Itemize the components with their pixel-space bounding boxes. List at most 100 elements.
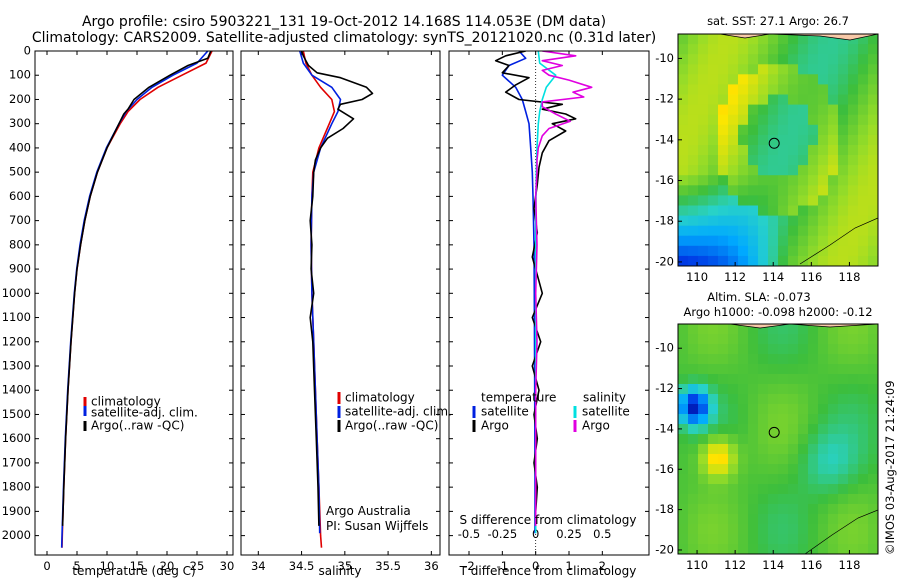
heatmap-cell <box>778 454 789 465</box>
heatmap-cell <box>758 424 769 435</box>
heatmap-cell <box>818 84 829 96</box>
lat-tick-label: -16 <box>655 173 674 187</box>
heatmap-cell <box>718 84 729 96</box>
heatmap-cell <box>818 245 829 257</box>
heatmap-cell <box>868 134 878 146</box>
heatmap-cell <box>748 404 759 415</box>
heatmap-cell <box>758 484 769 495</box>
heatmap-cell <box>708 534 719 545</box>
heatmap-cell <box>718 534 729 545</box>
heatmap-cell <box>848 404 859 415</box>
heatmap-cell <box>688 165 699 176</box>
heatmap-cell <box>828 104 839 116</box>
depth-tick-label: 0 <box>24 44 31 58</box>
heatmap-cell <box>678 454 689 465</box>
heatmap-cell <box>718 504 729 515</box>
heatmap-cell <box>828 334 839 345</box>
heatmap-cell <box>698 524 709 535</box>
heatmap-cell <box>778 544 789 554</box>
difference-legend: temperature satellite Argo salinity sate… <box>472 391 630 433</box>
heatmap-cell <box>838 245 849 257</box>
heatmap-cell <box>768 474 779 485</box>
x-tick-label: 15 <box>130 559 145 573</box>
heatmap-cell <box>788 384 799 395</box>
heatmap-cell <box>838 414 849 425</box>
heatmap-cell <box>778 114 789 126</box>
heatmap-cell <box>818 235 829 247</box>
heatmap-cell <box>708 134 719 146</box>
series-argo-raw-qc- <box>300 51 374 526</box>
heatmap-cell <box>758 155 769 166</box>
heatmap-cell <box>768 245 779 257</box>
heatmap-cell <box>808 424 819 435</box>
heatmap-cell <box>718 424 729 435</box>
heatmap-cell <box>868 235 878 247</box>
heatmap-cell <box>818 44 829 55</box>
heatmap-cell <box>818 34 829 45</box>
heatmap-cell <box>698 414 709 425</box>
heatmap-cell <box>778 44 789 55</box>
heatmap-cell <box>868 175 878 186</box>
heatmap-cell <box>868 394 878 405</box>
heatmap-cell <box>758 44 769 55</box>
heatmap-cell <box>778 404 789 415</box>
heatmap-cell <box>688 514 699 525</box>
temperature-panel: 0100200300400500600700800900100011001200… <box>2 44 235 579</box>
heatmap-cell <box>748 424 759 435</box>
heatmap-cell <box>688 354 699 365</box>
heatmap-cell <box>678 404 689 415</box>
heatmap-cell <box>768 344 779 355</box>
heatmap-cell <box>768 94 779 106</box>
heatmap-cell <box>738 215 749 227</box>
heatmap-cell <box>738 394 749 405</box>
heatmap-cell <box>828 394 839 405</box>
heatmap-cell <box>868 454 878 465</box>
heatmap-cell <box>868 84 878 96</box>
heatmap-cell <box>718 175 729 186</box>
heatmap-cell <box>798 165 809 176</box>
x-tick-label: 0 <box>532 559 539 573</box>
heatmap-cell <box>768 84 779 96</box>
heatmap-cell <box>688 44 699 55</box>
heatmap-cell <box>728 225 739 237</box>
heatmap-cell <box>868 354 878 365</box>
heatmap-cell <box>808 155 819 166</box>
heatmap-cell <box>738 524 749 535</box>
heatmap-cell <box>858 434 869 445</box>
heatmap-cell <box>728 235 739 247</box>
heatmap-cell <box>708 364 719 375</box>
heatmap-cell <box>848 444 859 455</box>
heatmap-cell <box>828 74 839 85</box>
heatmap-cell <box>858 185 869 196</box>
heatmap-cell <box>768 434 779 445</box>
heatmap-cell <box>778 145 789 156</box>
heatmap-cell <box>718 134 729 146</box>
heatmap-cell <box>698 44 709 55</box>
heatmap-cell <box>818 74 829 85</box>
heatmap-cell <box>778 524 789 535</box>
heatmap-cell <box>828 534 839 545</box>
heatmap-cell <box>858 124 869 136</box>
heatmap-cell <box>828 114 839 126</box>
heatmap-cell <box>828 524 839 535</box>
heatmap-cell <box>728 104 739 116</box>
heatmap-cell <box>778 175 789 186</box>
heatmap-cell <box>788 134 799 146</box>
heatmap-cell <box>868 145 878 156</box>
heatmap-cell <box>788 444 799 455</box>
x-tick-label: 36 <box>424 559 439 573</box>
heatmap-cell <box>728 374 739 385</box>
heatmap-cell <box>728 444 739 455</box>
heatmap-cell <box>798 484 809 495</box>
heatmap-cell <box>758 225 769 237</box>
heatmap-cell <box>788 464 799 475</box>
heatmap-cell <box>818 165 829 176</box>
heatmap-cell <box>678 544 689 554</box>
heatmap-cell <box>808 454 819 465</box>
heatmap-cell <box>858 474 869 485</box>
heatmap-cell <box>838 454 849 465</box>
heatmap-cell <box>688 414 699 425</box>
heatmap-cell <box>808 74 819 85</box>
heatmap-cell <box>778 344 789 355</box>
